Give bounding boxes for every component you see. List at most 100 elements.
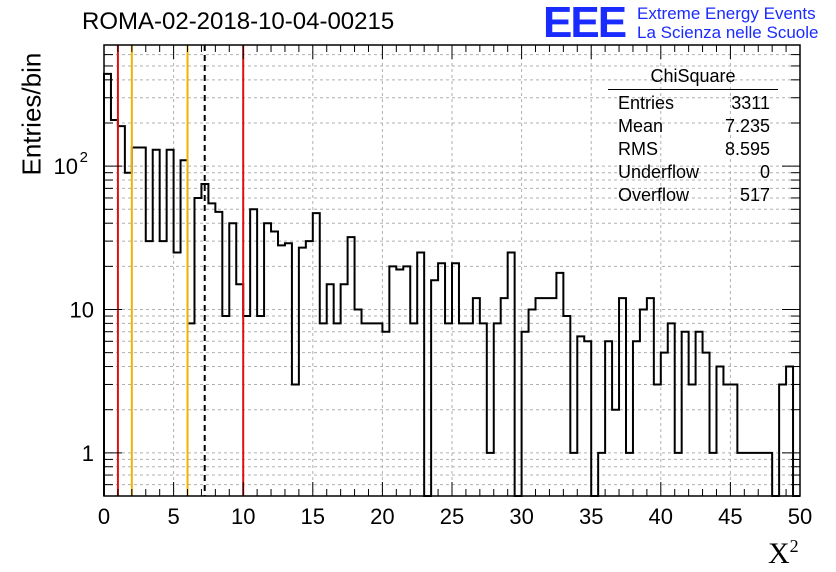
histogram-bin (730, 384, 737, 496)
histogram-bin (563, 316, 570, 496)
stats-row: Overflow 517 (608, 184, 778, 207)
histogram-bin (619, 298, 626, 496)
histogram-bin (111, 120, 118, 496)
histogram-bin (222, 316, 229, 496)
histogram-bin (598, 453, 605, 496)
stats-value: 7.235 (724, 116, 770, 136)
histogram-bin (229, 223, 236, 496)
histogram-bin (654, 384, 661, 496)
histogram-bin (139, 147, 146, 496)
histogram-bin (466, 323, 473, 496)
x-axis-label-base: X (768, 537, 790, 570)
histogram-bin (132, 147, 139, 496)
histogram-bin (473, 298, 480, 496)
histogram-bin (494, 323, 501, 496)
histogram-bin (765, 453, 772, 496)
y-tick-label: 10 (54, 154, 78, 179)
x-tick-label: 5 (167, 504, 179, 529)
y-tick-label: 10 (70, 297, 94, 322)
histogram-bin (438, 263, 445, 496)
histogram-bin (271, 232, 278, 496)
x-tick-label: 40 (649, 504, 673, 529)
histogram-bin (194, 198, 201, 496)
histogram-bin (710, 453, 717, 496)
x-tick-label: 20 (370, 504, 394, 529)
histogram-bin (522, 332, 529, 496)
histogram-bin (716, 367, 723, 496)
logo-subtitle-1: Extreme Energy Events (637, 4, 816, 23)
x-tick-label: 30 (509, 504, 533, 529)
x-tick-label: 25 (440, 504, 464, 529)
histogram-bin (125, 173, 132, 496)
histogram-bin (751, 453, 758, 496)
histogram-bin (758, 453, 765, 496)
histogram-bin (584, 341, 591, 496)
histogram-bin (382, 332, 389, 496)
stats-row: Underflow 0 (608, 161, 778, 184)
stats-row: Mean 7.235 (608, 115, 778, 138)
histogram-bin (647, 298, 654, 496)
histogram-bin (167, 150, 174, 496)
y-axis-label: Entries/bin (16, 52, 47, 176)
histogram-bin (640, 309, 647, 496)
x-tick-label: 10 (231, 504, 255, 529)
stats-value: 517 (739, 185, 770, 205)
logo-subtitle-2: La Scienza nelle Scuole (637, 23, 819, 42)
histogram-bin (160, 241, 167, 496)
histogram-bin (682, 332, 689, 496)
x-tick-label: 50 (788, 504, 812, 529)
histogram-bin (431, 280, 438, 496)
histogram-bin (396, 270, 403, 496)
histogram-bin (633, 341, 640, 496)
histogram-bin (403, 266, 410, 496)
chart-title: ROMA-02-2018-10-04-00215 (82, 8, 395, 35)
histogram-bin (243, 316, 250, 496)
histogram-bin (389, 266, 396, 496)
histogram-bin (410, 323, 417, 496)
stats-row: Entries 3311 (608, 92, 778, 115)
histogram-bin (626, 453, 633, 496)
histogram-bin (334, 323, 341, 496)
stats-label: Mean (618, 116, 664, 136)
eee-logo: EEE (543, 0, 627, 47)
histogram-bin (605, 341, 612, 496)
histogram-bin (362, 323, 369, 496)
histogram-bin (181, 160, 188, 496)
histogram-bin (264, 223, 271, 496)
x-tick-label: 15 (301, 504, 325, 529)
x-tick-label: 45 (718, 504, 742, 529)
stats-label: RMS (618, 139, 658, 159)
stats-title: ChiSquare (608, 66, 778, 90)
histogram-bin (577, 336, 584, 496)
histogram-bin (529, 309, 536, 496)
histogram-bin (445, 323, 452, 496)
histogram-bin (153, 150, 160, 496)
histogram-bin (188, 323, 195, 496)
histogram-bin (668, 323, 675, 496)
histogram-bin (723, 384, 730, 496)
stats-label: Underflow (618, 162, 700, 182)
histogram-bin (779, 384, 786, 496)
histogram-bin (375, 323, 382, 496)
histogram-bin (104, 74, 111, 496)
x-tick-label: 35 (579, 504, 603, 529)
histogram-bin (146, 241, 153, 496)
histogram-bin (285, 243, 292, 496)
histogram-bin (703, 353, 710, 496)
histogram-bin (501, 298, 508, 496)
histogram-bin (355, 309, 362, 496)
histogram-bin (744, 453, 751, 496)
x-tick-label: 0 (98, 504, 110, 529)
stats-label: Entries (618, 93, 675, 113)
histogram-bin (348, 237, 355, 496)
histogram-bin (786, 367, 793, 496)
histogram-bin (299, 248, 306, 496)
histogram-bin (737, 453, 744, 496)
histogram-bin (250, 209, 257, 496)
histogram-bin (215, 212, 222, 496)
histogram-bin (675, 453, 682, 496)
histogram-bin (208, 203, 215, 496)
histogram-bin (368, 323, 375, 496)
histogram-bin (661, 353, 668, 496)
